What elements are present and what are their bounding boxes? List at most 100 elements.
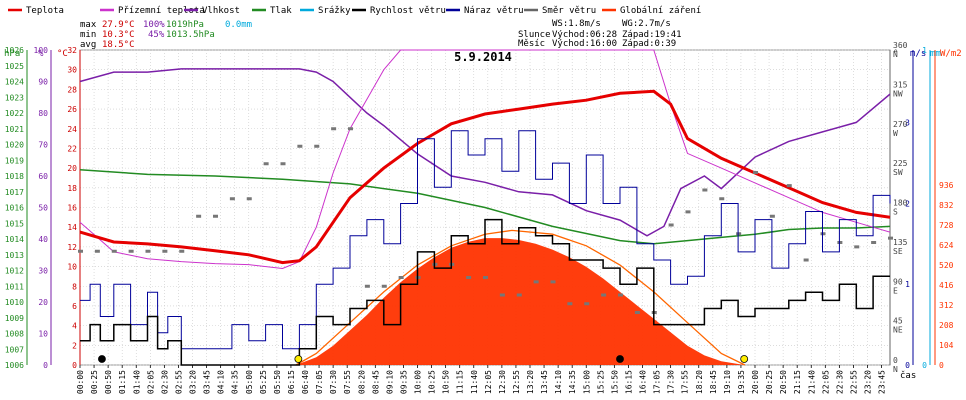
tick-degc: 26 xyxy=(67,105,77,114)
tick-deg: 0 xyxy=(893,356,898,365)
tick-pct: 80 xyxy=(38,109,48,118)
tick-hpa: 1016 xyxy=(5,204,24,213)
sun-rise: Východ:06:28 xyxy=(552,30,617,40)
moon-set: Západ:0:39 xyxy=(622,39,676,49)
x-tick-label: 09:35 xyxy=(399,370,408,394)
x-tick-label: 04:35 xyxy=(231,370,240,394)
tick-mm: 0 xyxy=(922,361,927,370)
tick-hpa: 1018 xyxy=(5,172,24,181)
tick-wm2: 832 xyxy=(939,201,954,210)
tick-dir: N xyxy=(893,50,898,59)
x-tick-label: 10:25 xyxy=(428,370,437,394)
series-radiation xyxy=(296,238,745,365)
x-tick-label: 17:55 xyxy=(681,370,690,394)
tick-degc: 22 xyxy=(67,144,77,153)
x-tick-label: 11:40 xyxy=(470,370,479,394)
tick-degc: 10 xyxy=(67,263,77,272)
wind-direction-point xyxy=(753,171,758,174)
wind-direction-point xyxy=(786,184,792,188)
wind-direction-point xyxy=(888,236,893,240)
tick-wm2: 104 xyxy=(939,341,954,350)
tick-hpa: 1021 xyxy=(5,125,24,134)
x-tick-label: 02:30 xyxy=(160,370,169,394)
tick-wm2: 728 xyxy=(939,221,954,230)
stat-min-temp: 10.3°C xyxy=(102,30,135,40)
legend-label-7: Náraz větru xyxy=(464,6,524,16)
sun-label: Slunce xyxy=(518,30,551,40)
wind-direction-point xyxy=(702,188,708,192)
tick-dir: W xyxy=(893,129,898,138)
x-tick-label: 22:55 xyxy=(849,370,858,394)
stat-max-rain: 0.0mm xyxy=(225,20,252,30)
x-tick-label: 20:25 xyxy=(765,370,774,394)
x-tick-label: 09:10 xyxy=(385,370,394,394)
tick-deg: 45 xyxy=(893,317,903,326)
x-tick-label: 07:05 xyxy=(315,370,324,394)
wind-direction-point xyxy=(634,311,640,314)
wind-direction-point xyxy=(229,197,235,201)
wind-direction-point xyxy=(111,249,117,253)
axis-unit-cas: čas xyxy=(900,370,916,381)
tick-wm2: 624 xyxy=(939,241,954,250)
sunrise-marker xyxy=(294,355,303,363)
series-clear-sky-radiation xyxy=(295,229,746,366)
x-tick-label: 15:00 xyxy=(582,370,591,394)
tick-wm2: 312 xyxy=(939,301,954,310)
moon-rise: Východ:16:00 xyxy=(552,39,617,49)
x-tick-label: 10:00 xyxy=(414,370,423,394)
tick-wm2: 936 xyxy=(939,181,954,190)
tick-degc: 8 xyxy=(72,282,77,291)
wind-wg: WG:2.7m/s xyxy=(622,19,671,29)
x-tick-label: 22:30 xyxy=(835,370,844,394)
x-tick-label: 07:55 xyxy=(343,370,352,394)
wind-direction-point xyxy=(550,280,556,284)
series-wind-speed xyxy=(80,218,890,366)
x-tick-label: 18:45 xyxy=(709,370,718,394)
wind-direction-point xyxy=(871,241,877,244)
wind-direction-point xyxy=(297,144,303,148)
wind-direction-point xyxy=(618,293,623,297)
legend-label-5: Srážky xyxy=(318,6,351,16)
tick-hpa: 1013 xyxy=(5,251,24,260)
x-tick-label: 12:55 xyxy=(512,370,521,394)
sunset-marker xyxy=(740,355,749,363)
wind-direction-point xyxy=(381,284,387,288)
x-tick-label: 13:20 xyxy=(526,370,535,394)
stat-max-temp: 27.9°C xyxy=(102,20,135,30)
wind-direction-point xyxy=(685,210,691,214)
tick-degc: 2 xyxy=(72,341,77,350)
x-tick-label: 10:50 xyxy=(442,370,451,394)
x-tick-label: 14:35 xyxy=(568,370,577,394)
sun-set: Západ:19:41 xyxy=(622,30,682,40)
wind-direction-point xyxy=(280,162,286,166)
legend-label-6: Rychlost větru xyxy=(370,6,446,16)
wind-direction-point xyxy=(179,249,185,253)
tick-wm2: 520 xyxy=(939,261,954,270)
wind-direction-point xyxy=(263,162,269,166)
tick-ms: 1 xyxy=(905,280,910,289)
tick-hpa: 1014 xyxy=(5,235,24,244)
series-wind-gust xyxy=(80,130,891,350)
x-tick-label: 08:45 xyxy=(371,370,380,394)
x-tick-label: 00:00 xyxy=(76,370,85,394)
tick-hpa: 1007 xyxy=(5,345,24,354)
tick-dir: SE xyxy=(893,247,903,256)
tick-hpa: 1006 xyxy=(5,361,24,370)
tick-pct: 20 xyxy=(38,298,48,307)
tick-hpa: 1015 xyxy=(5,219,24,228)
axis-unit-pct: % xyxy=(38,49,44,59)
tick-degc: 14 xyxy=(67,223,77,232)
tick-pct: 90 xyxy=(38,78,48,87)
tick-hpa: 1010 xyxy=(5,298,24,307)
stat-max-press: 1019hPa xyxy=(166,20,204,30)
tick-pct: 100 xyxy=(34,46,49,55)
wind-direction-point xyxy=(668,223,674,227)
tick-pct: 30 xyxy=(38,267,48,276)
tick-degc: 20 xyxy=(67,164,77,173)
stat-max-label: max xyxy=(80,20,97,30)
wind-direction-point xyxy=(483,276,488,279)
x-tick-label: 19:35 xyxy=(737,370,746,394)
wind-direction-point xyxy=(246,197,252,201)
tick-degc: 4 xyxy=(72,322,77,331)
moonrise-marker xyxy=(616,355,624,363)
